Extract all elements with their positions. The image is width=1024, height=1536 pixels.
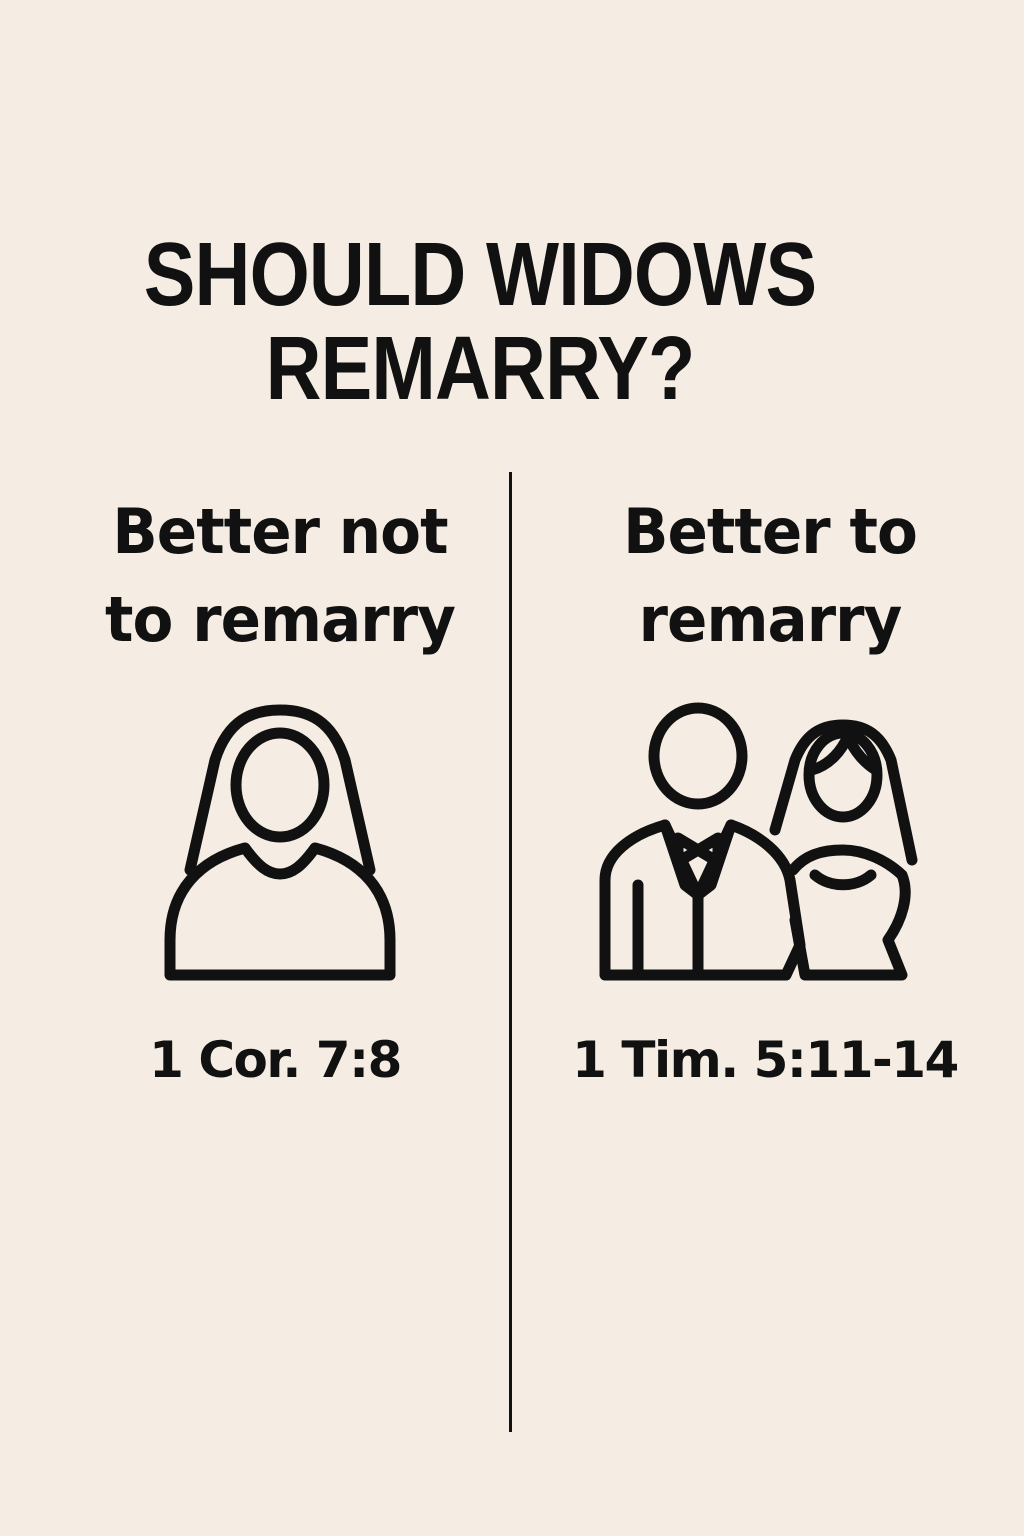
right-heading: Better to remarry bbox=[623, 495, 918, 656]
widow-veil-icon bbox=[164, 704, 396, 981]
title-line-1: SHOULD WIDOWS bbox=[143, 225, 817, 325]
right-reference: 1 Tim. 5:11-14 bbox=[572, 1031, 959, 1089]
left-reference: 1 Cor. 7:8 bbox=[149, 1031, 402, 1089]
left-heading: Better not to remarry bbox=[105, 495, 456, 656]
bride-and-groom-icon bbox=[599, 702, 918, 981]
title-line-2: REMARRY? bbox=[265, 319, 696, 419]
column-divider bbox=[509, 472, 512, 1432]
page-title: SHOULD WIDOWS REMARRY? bbox=[67, 228, 893, 416]
